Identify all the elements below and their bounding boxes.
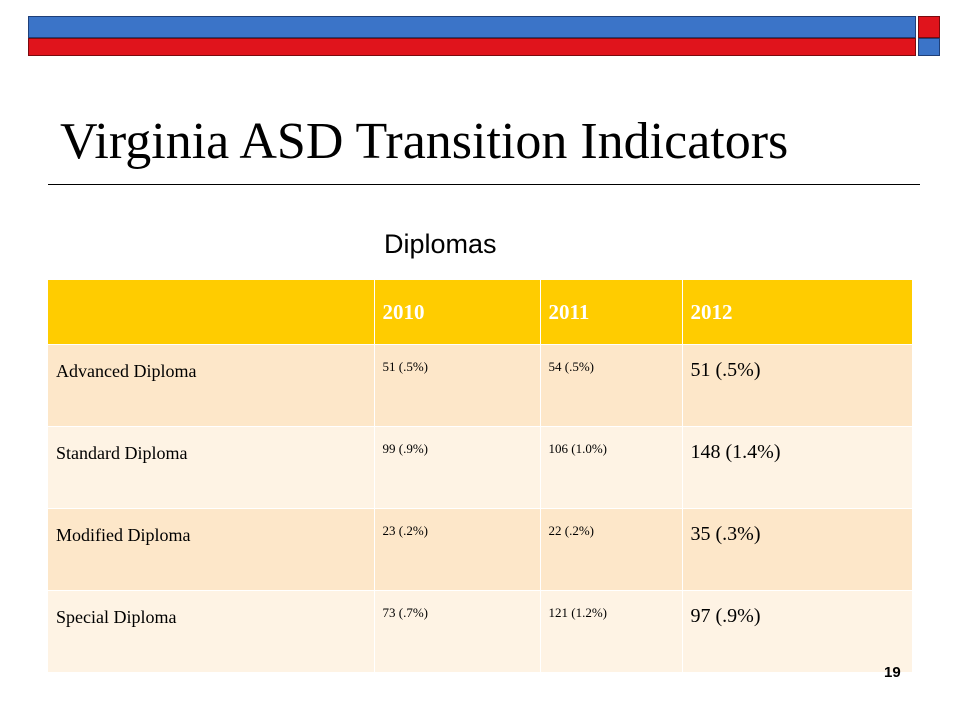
- table-header-row: 2010 2011 2012: [48, 280, 913, 345]
- cell-2011: 106 (1.0%): [540, 426, 683, 509]
- table-row: Special Diploma 73 (.7%) 121 (1.2%) 97 (…: [48, 590, 913, 672]
- cell-2010: 73 (.7%): [374, 590, 541, 672]
- corner-blue-square: [918, 38, 940, 56]
- header-cell-2011: 2011: [540, 280, 683, 345]
- page-number: 19: [884, 664, 901, 681]
- cell-2012: 97 (.9%): [682, 590, 913, 672]
- cell-2012: 51 (.5%): [682, 344, 913, 427]
- slide-subtitle: Diplomas: [384, 229, 497, 259]
- cell-2010: 51 (.5%): [374, 344, 541, 427]
- cell-2010: 99 (.9%): [374, 426, 541, 509]
- cell-2010: 23 (.2%): [374, 508, 541, 591]
- title-divider: [48, 184, 920, 185]
- cell-2011: 22 (.2%): [540, 508, 683, 591]
- row-label: Advanced Diploma: [48, 344, 375, 427]
- row-label: Modified Diploma: [48, 508, 375, 591]
- table-row: Modified Diploma 23 (.2%) 22 (.2%) 35 (.…: [48, 508, 913, 591]
- corner-red-square: [918, 16, 940, 38]
- row-label: Special Diploma: [48, 590, 375, 672]
- header-cell-2012: 2012: [682, 280, 913, 345]
- header-cell-empty: [48, 280, 375, 345]
- slide-title: Virginia ASD Transition Indicators: [60, 113, 789, 170]
- cell-2012: 35 (.3%): [682, 508, 913, 591]
- cell-2012: 148 (1.4%): [682, 426, 913, 509]
- row-label: Standard Diploma: [48, 426, 375, 509]
- top-red-bar: [28, 38, 916, 56]
- diplomas-table: 2010 2011 2012 Advanced Diploma 51 (.5%)…: [48, 280, 913, 672]
- cell-2011: 54 (.5%): [540, 344, 683, 427]
- table-row: Advanced Diploma 51 (.5%) 54 (.5%) 51 (.…: [48, 344, 913, 427]
- header-cell-2010: 2010: [374, 280, 541, 345]
- table-row: Standard Diploma 99 (.9%) 106 (1.0%) 148…: [48, 426, 913, 509]
- top-blue-bar: [28, 16, 916, 38]
- cell-2011: 121 (1.2%): [540, 590, 683, 672]
